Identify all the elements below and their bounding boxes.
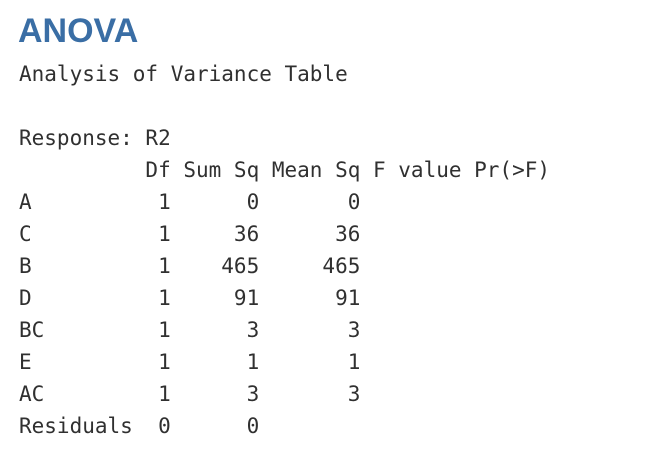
table-row: D 1 91 91 <box>19 286 361 310</box>
response-line: Response: R2 <box>19 126 171 150</box>
residuals-row: Residuals 0 0 <box>19 414 260 438</box>
table-row: E 1 1 1 <box>19 350 361 374</box>
table-row: C 1 36 36 <box>19 222 361 246</box>
column-header-row: Df Sum Sq Mean Sq F value Pr(>F) <box>19 158 551 182</box>
anova-output: Analysis of Variance Table Response: R2 D… <box>19 58 550 442</box>
table-row: AC 1 3 3 <box>19 382 361 406</box>
table-row: A 1 0 0 <box>19 190 361 214</box>
page-title: ANOVA <box>18 12 139 50</box>
table-title: Analysis of Variance Table <box>19 62 348 86</box>
table-row: B 1 465 465 <box>19 254 361 278</box>
table-row: BC 1 3 3 <box>19 318 361 342</box>
blank-line <box>19 90 550 122</box>
